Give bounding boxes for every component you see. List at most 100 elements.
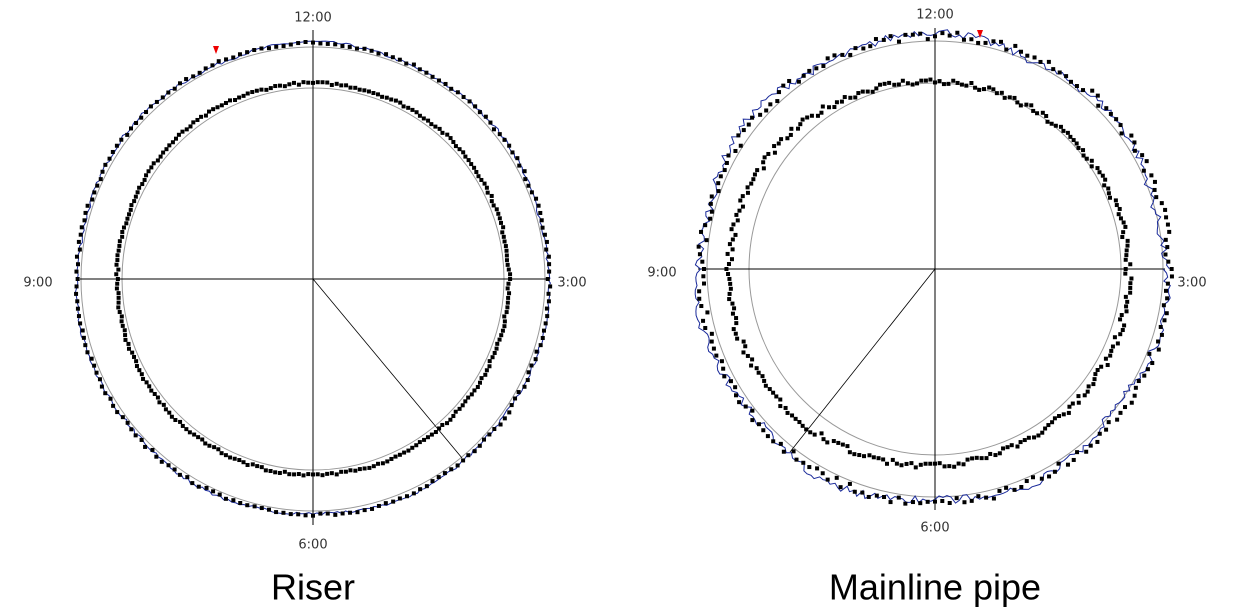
scan-point xyxy=(311,80,315,85)
scan-point xyxy=(1001,446,1006,451)
scan-point xyxy=(774,394,779,399)
scan-point xyxy=(433,124,438,129)
scan-point xyxy=(815,113,820,118)
scan-point xyxy=(461,150,466,155)
scan-point xyxy=(903,32,908,37)
scan-point xyxy=(389,97,394,102)
scan-point xyxy=(526,370,531,375)
scan-point xyxy=(263,468,268,473)
scan-point xyxy=(196,435,201,440)
scan-point xyxy=(529,190,534,195)
scan-point xyxy=(1018,440,1023,445)
scan-point xyxy=(502,314,507,319)
scan-point xyxy=(195,117,200,122)
scan-point xyxy=(172,86,177,91)
scan-point xyxy=(928,77,933,82)
scan-point xyxy=(508,277,513,281)
scan-point xyxy=(785,410,790,415)
scan-point xyxy=(1118,216,1123,221)
scan-point xyxy=(808,430,813,435)
scan-point xyxy=(1052,416,1057,421)
scan-point xyxy=(1129,276,1134,281)
scan-point xyxy=(709,194,714,199)
scan-point xyxy=(115,281,120,286)
scan-point xyxy=(448,417,453,422)
scan-point xyxy=(746,122,751,127)
scan-point xyxy=(1124,309,1129,314)
scan-point xyxy=(376,503,381,508)
scan-point xyxy=(1125,299,1130,304)
scan-point xyxy=(1161,303,1166,308)
scan-point xyxy=(178,419,183,424)
scan-point xyxy=(873,37,878,42)
scan-point xyxy=(329,471,334,476)
scan-point xyxy=(538,210,543,215)
scan-point xyxy=(228,98,233,103)
scan-point xyxy=(488,120,493,125)
scan-point xyxy=(1032,435,1037,440)
scan-point xyxy=(133,194,138,199)
scan-point xyxy=(761,160,766,165)
scan-point xyxy=(933,80,937,85)
scan-point xyxy=(344,83,349,88)
scan-point xyxy=(1132,140,1137,145)
scan-point xyxy=(933,499,937,504)
scan-point xyxy=(103,391,108,396)
scan-point xyxy=(288,512,293,517)
scan-point xyxy=(772,150,777,155)
scan-point xyxy=(918,501,923,506)
scan-point xyxy=(164,147,169,152)
scan-point xyxy=(771,439,776,444)
scan-point xyxy=(703,325,708,330)
scan-point xyxy=(479,376,484,381)
scan-point xyxy=(546,254,551,259)
scan-point xyxy=(497,216,502,221)
scan-point xyxy=(745,353,750,358)
scan-point xyxy=(254,88,259,93)
scan-point xyxy=(233,98,238,103)
scan-point xyxy=(426,118,431,123)
scan-point xyxy=(123,337,128,342)
scan-point xyxy=(114,286,119,291)
scan-point xyxy=(544,306,549,311)
scan-point xyxy=(333,42,338,47)
scan-point xyxy=(1065,462,1070,467)
scan-point xyxy=(840,52,845,57)
scan-point xyxy=(709,339,714,344)
scan-point xyxy=(155,395,160,400)
scan-point xyxy=(1015,444,1020,449)
scan-point xyxy=(1169,267,1174,271)
scan-point xyxy=(1097,431,1102,436)
scan-point xyxy=(1095,93,1100,98)
scan-point xyxy=(231,498,236,503)
scan-point xyxy=(825,477,830,482)
scan-point xyxy=(348,510,353,515)
scan-point xyxy=(750,408,755,413)
scan-point xyxy=(185,475,190,480)
scan-point xyxy=(440,130,445,135)
scan-point xyxy=(116,295,121,300)
scan-point xyxy=(727,297,732,302)
scan-point xyxy=(733,331,738,336)
scan-point xyxy=(1118,317,1123,322)
scan-point xyxy=(1145,367,1150,372)
scan-point xyxy=(103,162,108,167)
scan-point xyxy=(1132,148,1137,153)
scan-point xyxy=(947,33,952,38)
scan-point xyxy=(448,136,453,141)
scan-point xyxy=(999,90,1004,95)
scan-point xyxy=(933,34,937,39)
scan-point xyxy=(119,319,124,324)
scan-point xyxy=(1165,222,1170,227)
scan-point xyxy=(391,499,396,504)
scan-point xyxy=(961,462,966,467)
scan-point xyxy=(424,484,429,489)
scan-point xyxy=(492,350,497,355)
scan-point xyxy=(724,267,729,271)
scan-point xyxy=(1031,108,1036,113)
scan-point xyxy=(1053,123,1058,128)
scan-point xyxy=(115,253,120,258)
scan-point xyxy=(1051,67,1056,72)
scan-point xyxy=(371,464,376,469)
scan-point xyxy=(334,472,339,477)
